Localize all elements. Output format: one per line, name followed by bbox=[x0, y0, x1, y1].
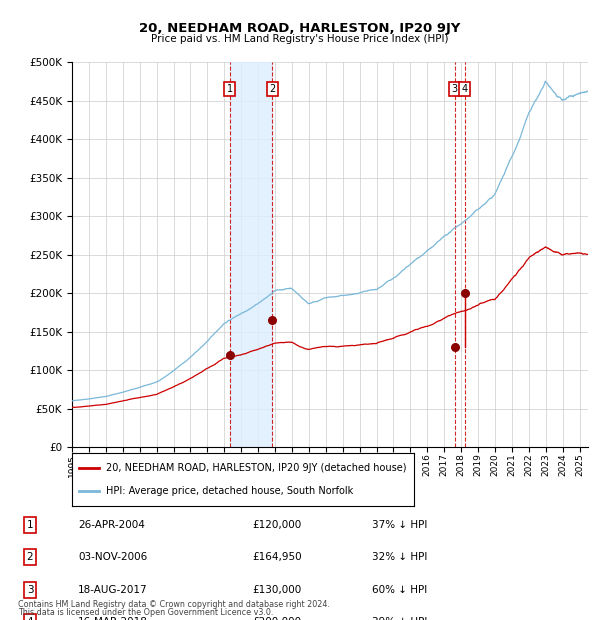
Text: This data is licensed under the Open Government Licence v3.0.: This data is licensed under the Open Gov… bbox=[18, 608, 274, 617]
Text: 18-AUG-2017: 18-AUG-2017 bbox=[78, 585, 148, 595]
Text: 3: 3 bbox=[452, 84, 458, 94]
Text: 60% ↓ HPI: 60% ↓ HPI bbox=[372, 585, 427, 595]
Text: 20, NEEDHAM ROAD, HARLESTON, IP20 9JY (detached house): 20, NEEDHAM ROAD, HARLESTON, IP20 9JY (d… bbox=[106, 463, 407, 473]
Text: HPI: Average price, detached house, South Norfolk: HPI: Average price, detached house, Sout… bbox=[106, 486, 353, 496]
Text: £130,000: £130,000 bbox=[252, 585, 301, 595]
Text: 1: 1 bbox=[227, 84, 233, 94]
Text: £200,000: £200,000 bbox=[252, 617, 301, 620]
Text: 20, NEEDHAM ROAD, HARLESTON, IP20 9JY: 20, NEEDHAM ROAD, HARLESTON, IP20 9JY bbox=[139, 22, 461, 35]
Text: Contains HM Land Registry data © Crown copyright and database right 2024.: Contains HM Land Registry data © Crown c… bbox=[18, 600, 330, 609]
Text: 2: 2 bbox=[26, 552, 34, 562]
Text: 26-APR-2004: 26-APR-2004 bbox=[78, 520, 145, 530]
Bar bbox=[230, 62, 272, 447]
Text: 1: 1 bbox=[26, 520, 34, 530]
Text: £120,000: £120,000 bbox=[252, 520, 301, 530]
Text: £164,950: £164,950 bbox=[252, 552, 302, 562]
Text: Price paid vs. HM Land Registry's House Price Index (HPI): Price paid vs. HM Land Registry's House … bbox=[151, 34, 449, 44]
Text: 39% ↓ HPI: 39% ↓ HPI bbox=[372, 617, 427, 620]
Text: 4: 4 bbox=[461, 84, 468, 94]
Text: 03-NOV-2006: 03-NOV-2006 bbox=[78, 552, 147, 562]
Text: 3: 3 bbox=[26, 585, 34, 595]
Text: 2: 2 bbox=[269, 84, 275, 94]
Text: 4: 4 bbox=[26, 617, 34, 620]
Text: 32% ↓ HPI: 32% ↓ HPI bbox=[372, 552, 427, 562]
Text: 16-MAR-2018: 16-MAR-2018 bbox=[78, 617, 148, 620]
Text: 37% ↓ HPI: 37% ↓ HPI bbox=[372, 520, 427, 530]
